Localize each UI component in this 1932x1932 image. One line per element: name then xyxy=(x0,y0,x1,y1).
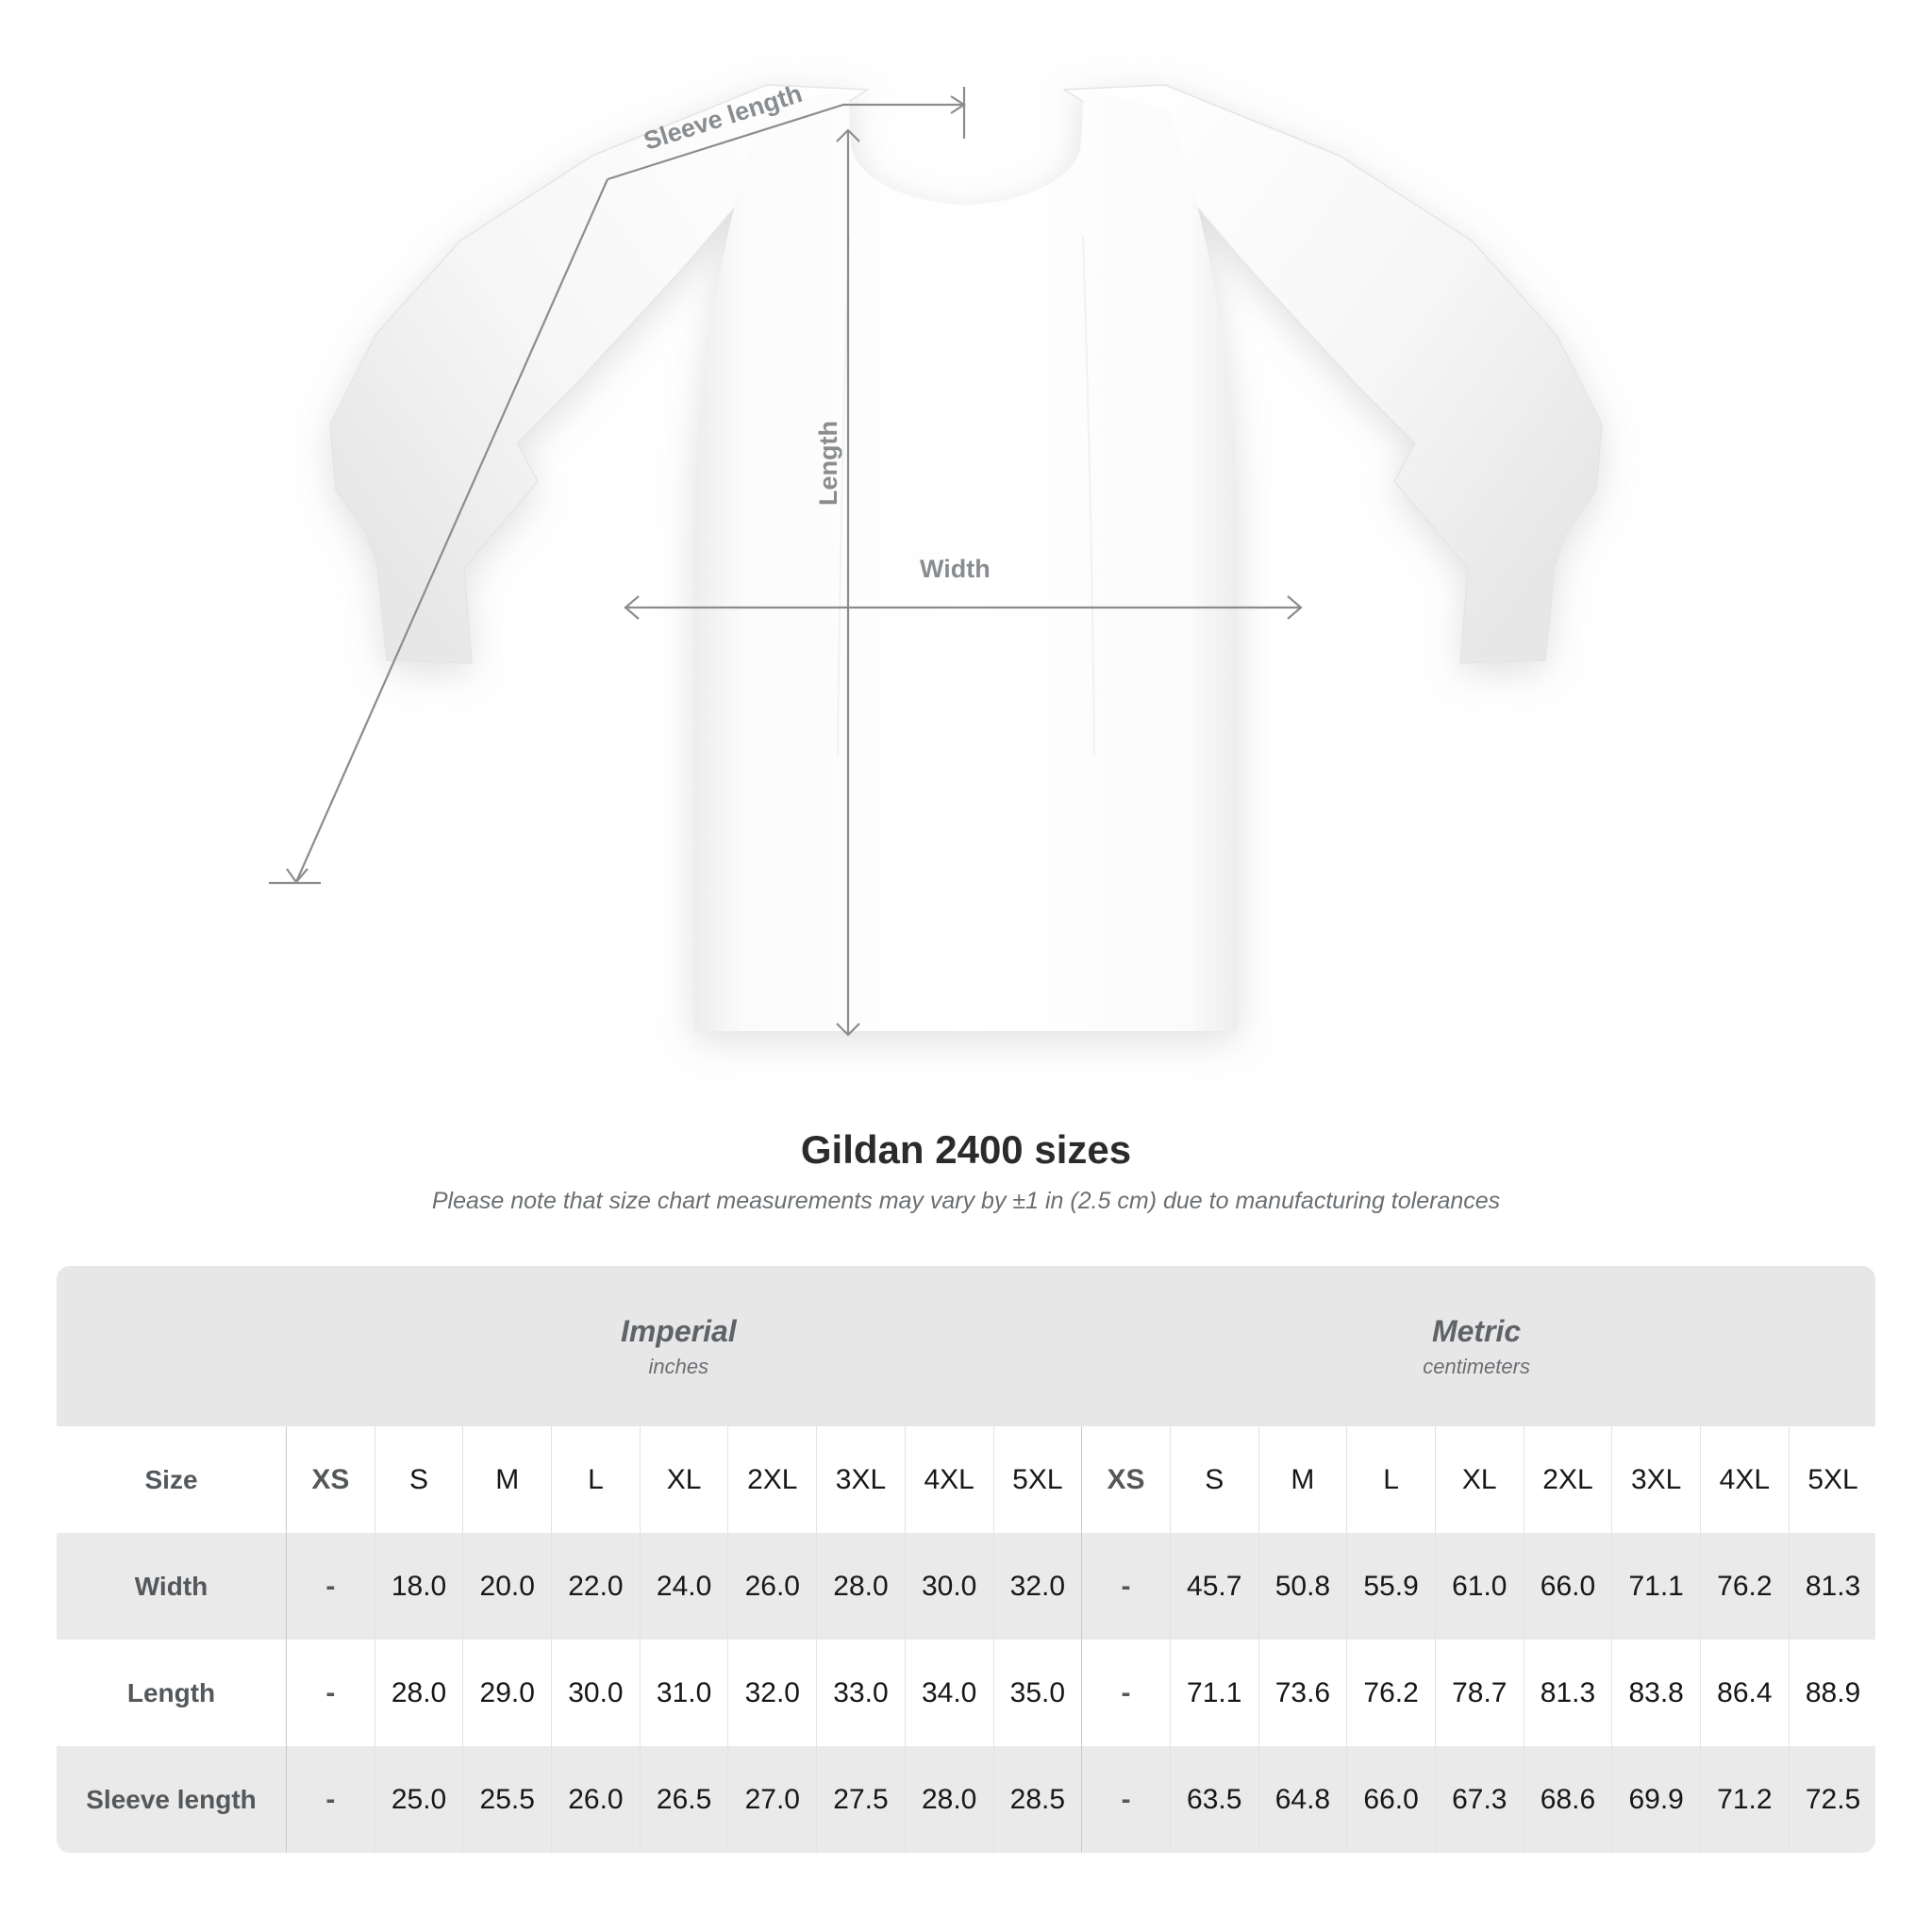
svg-text:Width: Width xyxy=(920,555,991,583)
svg-text:Length: Length xyxy=(814,421,842,506)
